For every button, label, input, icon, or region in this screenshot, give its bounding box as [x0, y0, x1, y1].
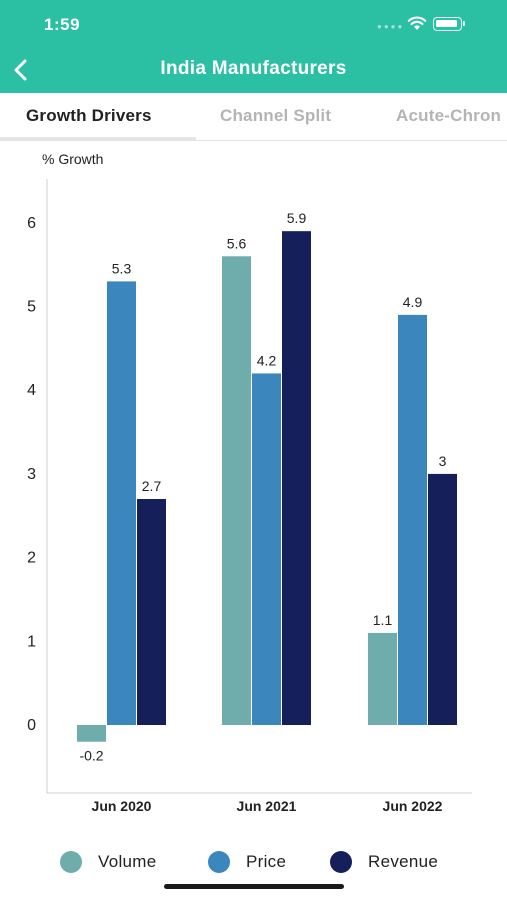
bar-revenue-0[interactable]: [137, 499, 166, 725]
tab-growth-drivers[interactable]: Growth Drivers: [26, 106, 152, 125]
data-label-price-2: 4.9: [403, 294, 423, 310]
wifi-icon: [407, 16, 427, 30]
growth-bar-chart: % Growth 0 1 2 3 4 5 6 -0.2 5.6 1.1 5.3 4.2 4.9 2.7 5…: [27, 151, 472, 814]
tab-acute-chronic[interactable]: Acute-Chron: [396, 106, 502, 125]
data-label-price-1: 4.2: [257, 352, 277, 368]
y-tick-label: 5: [27, 299, 36, 316]
legend-swatch-price: [208, 851, 230, 873]
y-tick-label: 0: [27, 717, 36, 734]
page-title: India Manufacturers: [160, 58, 347, 79]
status-time: 1:59: [44, 15, 81, 34]
bar-price-0[interactable]: [107, 281, 136, 725]
legend-swatch-volume: [60, 851, 82, 873]
battery-icon: [433, 17, 465, 31]
bar-revenue-1[interactable]: [282, 231, 311, 726]
signal-icon: ●●●●: [377, 22, 405, 31]
header-bar: 1:59 ●●●● India Manufacturers: [0, 0, 507, 93]
chevron-left-icon: [14, 59, 27, 81]
home-indicator: [164, 884, 344, 889]
data-label-revenue-1: 5.9: [287, 210, 307, 226]
data-label-volume-0: -0.2: [79, 748, 103, 764]
y-axis-label: % Growth: [42, 151, 103, 167]
x-tick-label: Jun 2020: [92, 798, 152, 814]
data-label-revenue-0: 2.7: [142, 478, 162, 494]
x-tick-label: Jun 2021: [237, 798, 297, 814]
bar-revenue-2[interactable]: [428, 473, 457, 725]
back-button[interactable]: [6, 54, 38, 86]
legend-label-price: Price: [246, 852, 287, 871]
tab-bar: Growth Drivers Channel Split Acute-Chron: [0, 93, 507, 141]
legend-label-revenue: Revenue: [368, 852, 439, 871]
y-tick-label: 3: [27, 466, 36, 483]
tab-channel-split[interactable]: Channel Split: [220, 106, 332, 125]
data-label-volume-1: 5.6: [227, 235, 247, 251]
y-tick-label: 6: [27, 215, 36, 232]
chart-legend: Volume Price Revenue: [0, 845, 507, 879]
bar-price-2[interactable]: [398, 314, 427, 725]
y-tick-label: 1: [27, 633, 36, 650]
active-tab-indicator: [0, 137, 196, 140]
bar-volume-0[interactable]: [77, 725, 106, 742]
legend-label-volume: Volume: [98, 852, 157, 871]
bar-volume-1[interactable]: [222, 256, 251, 725]
y-tick-label: 4: [27, 382, 36, 399]
y-tick-label: 2: [27, 550, 36, 567]
x-tick-label: Jun 2022: [383, 798, 443, 814]
data-label-volume-2: 1.1: [373, 612, 393, 628]
data-label-price-0: 5.3: [112, 260, 132, 276]
bar-volume-2[interactable]: [368, 632, 397, 725]
data-label-revenue-2: 3: [439, 453, 447, 469]
bar-price-1[interactable]: [252, 373, 281, 725]
legend-swatch-revenue: [330, 851, 352, 873]
status-icons: ●●●●: [377, 13, 487, 35]
